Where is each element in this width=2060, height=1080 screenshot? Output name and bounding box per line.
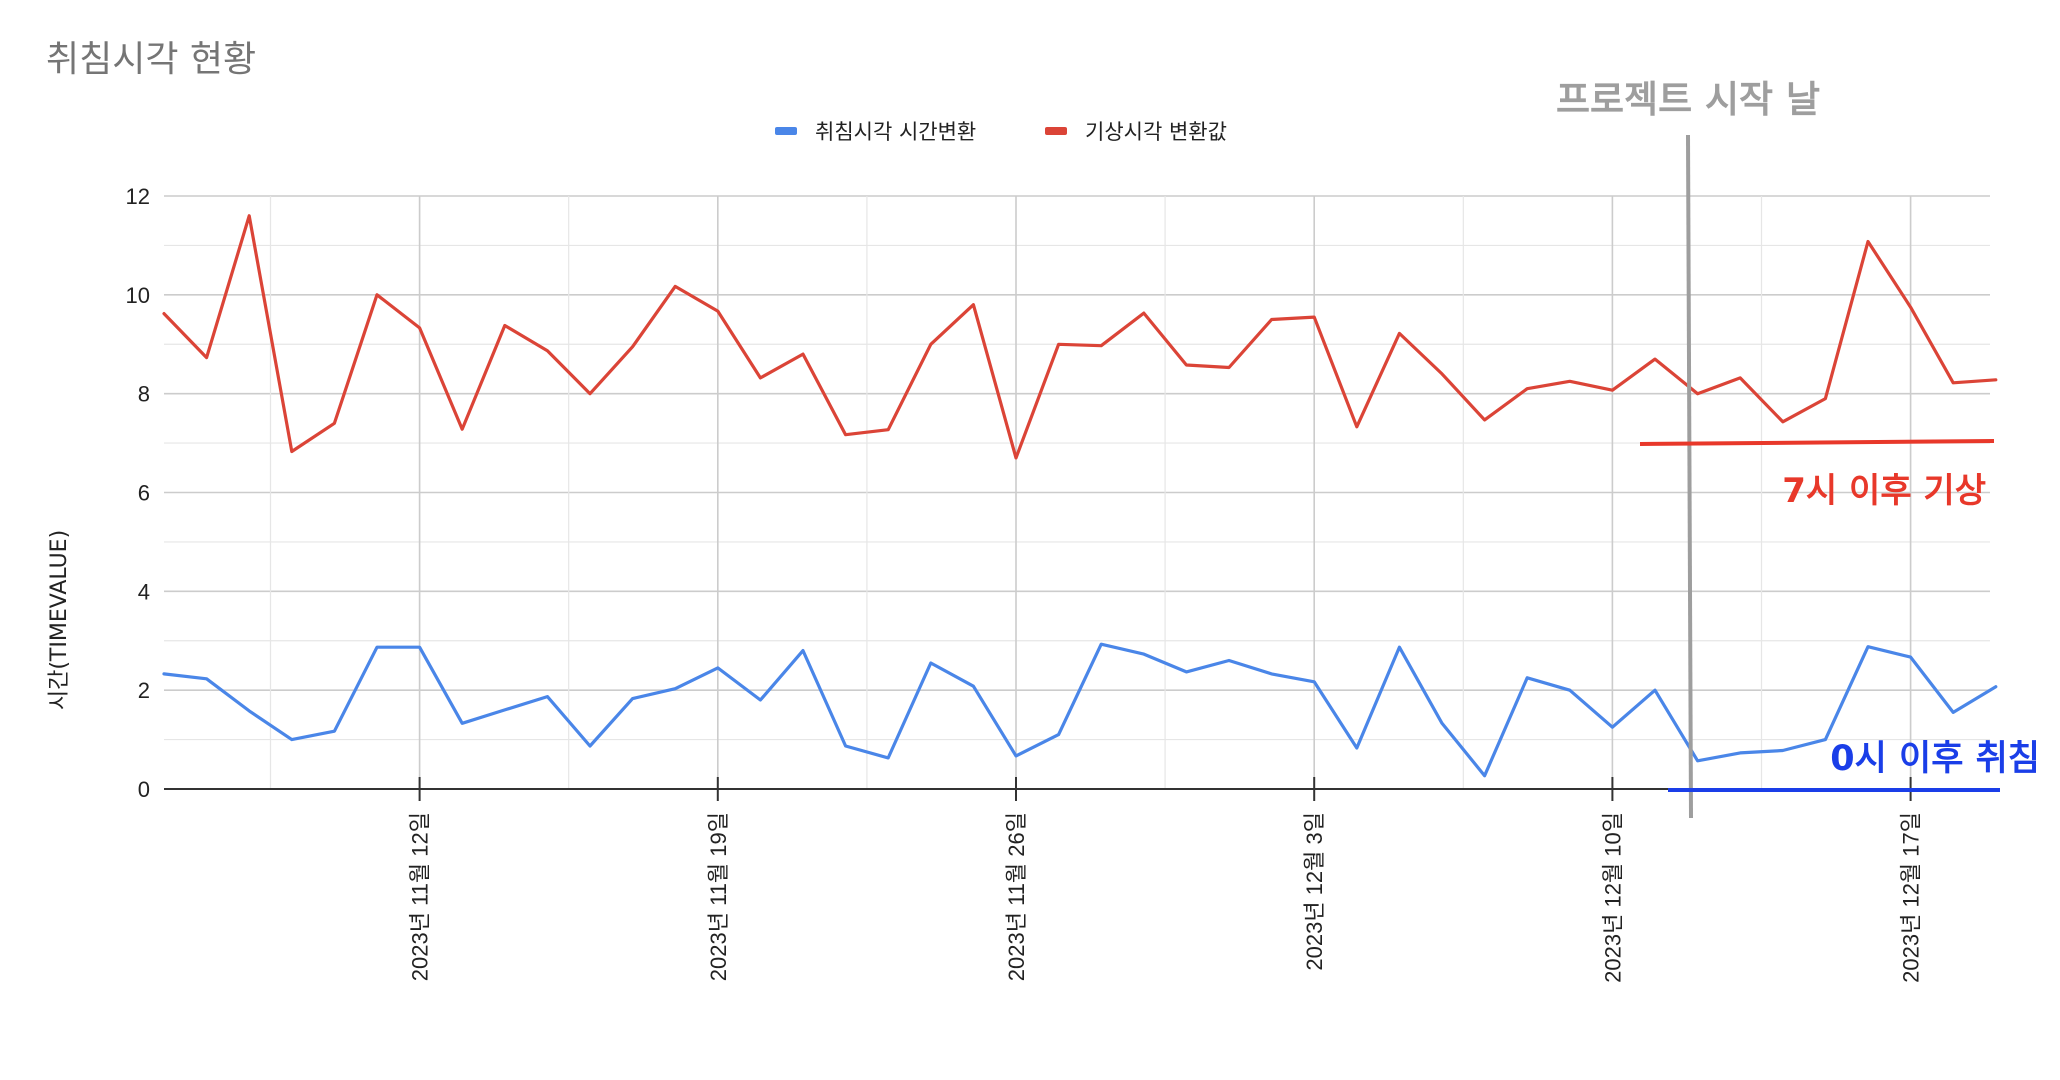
legend-label-wake: 기상시각 변환값 [1085, 120, 1227, 144]
x-tick-label: 2023년 11월 19일 [706, 812, 731, 981]
project-start-label: 프로젝트 시작 날 [1556, 78, 1820, 121]
x-axis: 2023년 11월 12일 2023년 11월 19일 2023년 11월 26일 2… [164, 777, 1990, 983]
x-tick-label: 2023년 12월 3일 [1302, 812, 1327, 971]
wake-threshold-label: 7시 이후 기상 [1782, 471, 1986, 511]
legend-swatch-wake [1045, 127, 1067, 135]
y-tick-label: 2 [138, 678, 150, 703]
y-tick-label: 12 [126, 184, 150, 209]
y-tick-label: 10 [126, 283, 150, 308]
x-tick-label: 2023년 11월 26일 [1004, 812, 1029, 981]
series-line-sleep [162, 642, 1998, 778]
y-tick-label: 4 [138, 579, 150, 604]
x-tick-label: 2023년 11월 12일 [408, 812, 433, 981]
x-tick-label: 2023년 12월 17일 [1899, 812, 1924, 983]
legend: 취침시각 시간변환 기상시각 변환값 [775, 120, 1227, 144]
annotations: 프로젝트 시작 날 7시 이후 기상 0시 이후 취침 [1556, 78, 2040, 819]
legend-swatch-sleep [775, 127, 797, 135]
y-axis-label: 시간(TIMEVALUE) [47, 530, 72, 710]
chart-title: 취침시각 현황 [46, 39, 257, 80]
wake-threshold-line [1639, 439, 1995, 446]
y-axis: 0 2 4 6 8 10 12 [126, 184, 150, 802]
grid [164, 195, 1990, 789]
y-tick-label: 0 [138, 777, 150, 802]
sleep-threshold-label: 0시 이후 취침 [1830, 739, 2040, 779]
legend-label-sleep: 취침시각 시간변환 [815, 120, 976, 144]
series-lines [162, 214, 1998, 778]
y-tick-label: 8 [138, 382, 150, 407]
series-line-wake [162, 214, 1998, 460]
project-start-line [1686, 134, 1693, 819]
y-tick-label: 6 [138, 481, 150, 506]
x-tick-label: 2023년 12월 10일 [1600, 812, 1625, 983]
